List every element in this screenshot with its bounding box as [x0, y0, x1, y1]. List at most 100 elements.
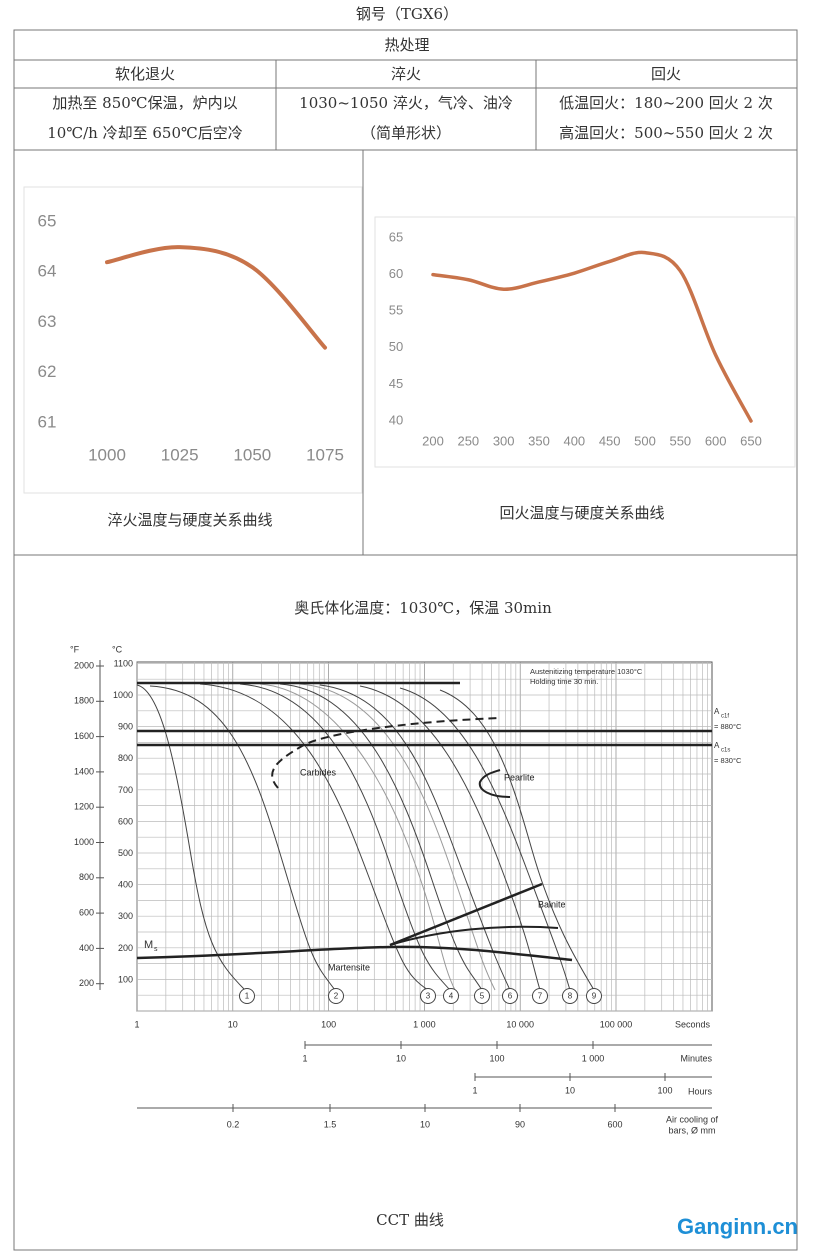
ms-label: s — [154, 946, 158, 953]
curve-marker — [443, 988, 459, 1004]
y-tick-label: 45 — [389, 376, 403, 391]
scale-label: 1 — [302, 1053, 307, 1063]
x-tick-label: 1025 — [161, 445, 199, 464]
curve-number: 5 — [480, 992, 485, 1001]
c-tick-label: 800 — [118, 753, 133, 763]
ac-label: c1s — [721, 748, 730, 754]
time-label: 100 — [321, 1019, 336, 1029]
data-line — [431, 250, 753, 423]
time-unit: Seconds — [675, 1019, 711, 1029]
y-tick-label: 65 — [389, 229, 403, 244]
y-tick-label: 62 — [38, 362, 57, 381]
scale-unit: Hours — [688, 1086, 713, 1096]
x-tick-label: 250 — [457, 433, 479, 448]
x-tick-label: 500 — [634, 433, 656, 448]
f-tick-label: 1200 — [74, 802, 94, 812]
scale-label: 90 — [515, 1119, 525, 1129]
scale-label: 100 — [657, 1085, 672, 1095]
phase-label: Carbides — [300, 767, 337, 777]
ac-label: A — [714, 741, 720, 750]
ac-label: = 880°C — [714, 722, 742, 731]
cell-text: （简单形状） — [361, 124, 451, 142]
chart-caption: 淬火温度与硬度关系曲线 — [107, 511, 272, 529]
chart-panel — [23, 186, 363, 494]
x-tick-label: 1000 — [88, 445, 126, 464]
time-label: 10 000 — [506, 1019, 534, 1029]
c-tick-label: 500 — [118, 848, 133, 858]
cell-text: 加热至 850℃保温，炉内以 — [52, 94, 237, 112]
cell-text: 高温回火：500~550 回火 2 次 — [559, 124, 773, 142]
curve-marker — [420, 988, 436, 1004]
chart-caption: 回火温度与硬度关系曲线 — [499, 504, 664, 522]
cell-text: 低温回火：180~200 回火 2 次 — [559, 94, 773, 112]
scale-label: 10 — [396, 1053, 406, 1063]
f-tick-label: 1800 — [74, 696, 94, 706]
x-tick-label: 600 — [705, 433, 727, 448]
curve-marker — [532, 988, 548, 1004]
f-tick-label: 1000 — [74, 837, 94, 847]
scale-label: 1 — [472, 1085, 477, 1095]
c-tick-label: 400 — [118, 880, 133, 890]
f-tick-label: 400 — [79, 943, 94, 953]
x-tick-label: 450 — [599, 433, 621, 448]
f-tick-label: 2000 — [74, 660, 94, 670]
x-tick-label: 650 — [740, 433, 762, 448]
c-tick-label: 1000 — [113, 690, 133, 700]
f-tick-label: 1600 — [74, 731, 94, 741]
time-label: 10 — [228, 1019, 238, 1029]
cell-text: 1030~1050 淬火，气冷、油冷 — [299, 94, 513, 112]
y-tick-label: 60 — [389, 266, 403, 281]
x-tick-label: 200 — [422, 433, 444, 448]
note: Austenitizing temperature 1030°C — [530, 667, 643, 676]
curve-number: 6 — [508, 992, 513, 1001]
curve-marker — [502, 988, 518, 1004]
table-frame — [13, 29, 798, 1251]
curve-marker — [474, 988, 490, 1004]
c-tick-label: 600 — [118, 816, 133, 826]
c-tick-label: 200 — [118, 943, 133, 953]
curve-number: 3 — [426, 992, 431, 1001]
phase-label: Martensite — [328, 962, 370, 972]
scale-label: 1.5 — [324, 1119, 337, 1129]
data-line — [105, 245, 327, 350]
ac-label: = 830°C — [714, 756, 742, 765]
scale-label: 10 — [565, 1085, 575, 1095]
axis-unit: °F — [70, 644, 80, 654]
y-tick-label: 61 — [38, 412, 57, 431]
curve-marker — [328, 988, 344, 1004]
cooling-curves — [136, 683, 595, 991]
column-header: 软化退火 — [115, 65, 175, 83]
scale-label: 10 — [420, 1119, 430, 1129]
curve-number: 9 — [592, 992, 597, 1001]
table-title: 热处理 — [384, 36, 429, 54]
scale-label: 600 — [607, 1119, 622, 1129]
phase-lines — [136, 681, 712, 962]
y-tick-label: 64 — [38, 262, 57, 281]
c-tick-label: 300 — [118, 911, 133, 921]
y-tick-label: 50 — [389, 339, 403, 354]
column-header: 回火 — [651, 65, 681, 83]
cct-caption: CCT 曲线 — [376, 1211, 444, 1229]
axis-unit: °C — [112, 644, 123, 654]
watermark: Ganginn.cn — [677, 1214, 798, 1239]
curve-number: 7 — [538, 992, 543, 1001]
curve-marker — [586, 988, 602, 1004]
scale-label: 100 — [489, 1053, 504, 1063]
curve-number: 2 — [334, 992, 339, 1001]
phase-label: Bainite — [538, 899, 566, 909]
y-tick-label: 55 — [389, 303, 403, 318]
ac-label: c1f — [721, 714, 729, 720]
curve-number: 1 — [245, 992, 250, 1001]
c-tick-label: 100 — [118, 974, 133, 984]
x-tick-label: 1075 — [306, 445, 344, 464]
f-tick-label: 800 — [79, 872, 94, 882]
scale-unit: Minutes — [680, 1053, 712, 1063]
c-tick-label: 900 — [118, 722, 133, 732]
doc-title: 钢号（TGX6） — [356, 5, 458, 23]
y-tick-label: 63 — [38, 312, 57, 331]
ms-label: M — [144, 939, 153, 951]
scale-unit: Air cooling of — [666, 1114, 719, 1124]
f-tick-label: 600 — [79, 907, 94, 917]
